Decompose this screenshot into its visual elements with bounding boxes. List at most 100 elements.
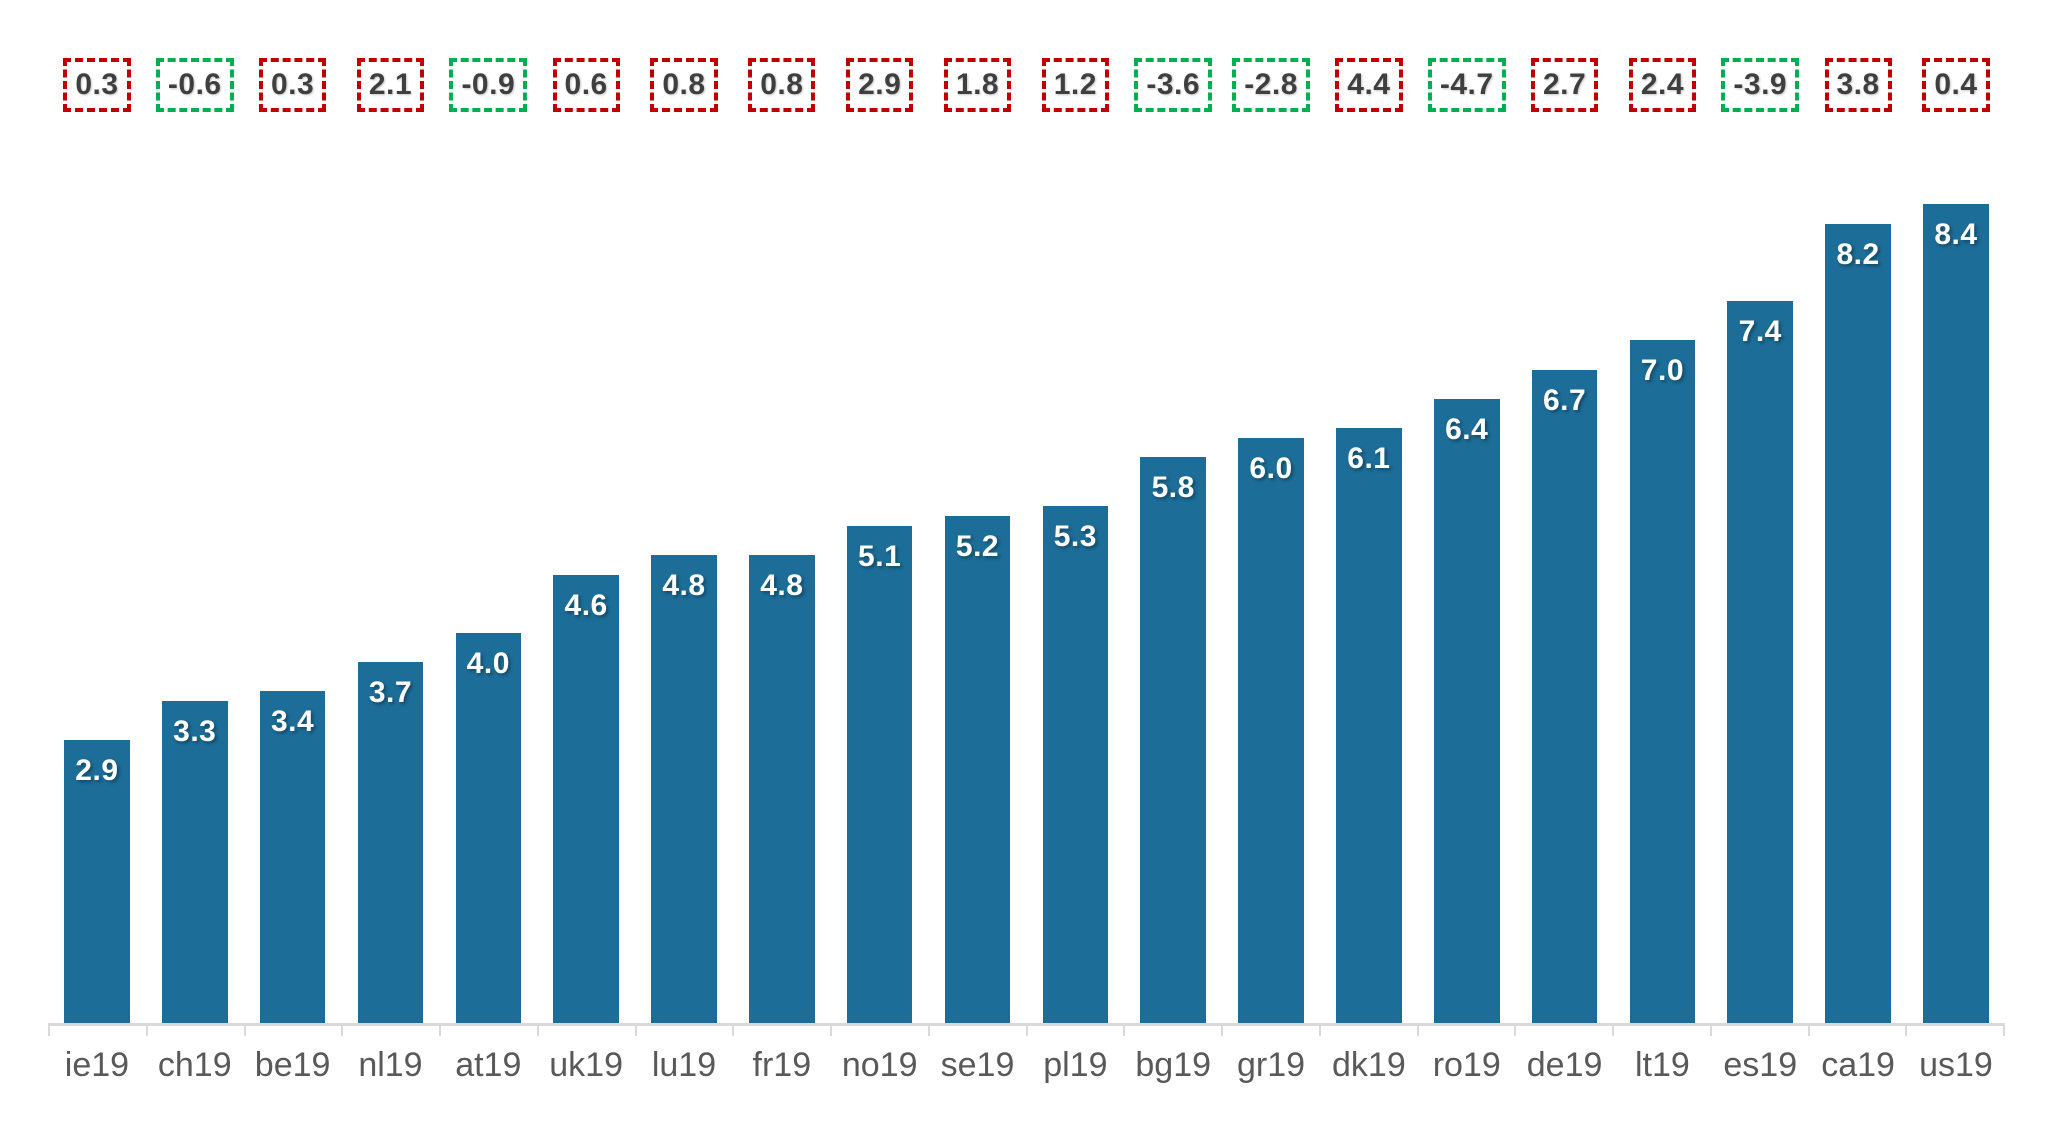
bar-value-label: 5.3	[1053, 520, 1097, 553]
category-label: ch19	[157, 1046, 232, 1084]
axis-tick	[1321, 1026, 1419, 1036]
category-cell: uk19	[537, 1046, 635, 1085]
bar-cell: 8.2	[1809, 224, 1907, 1023]
bar-value-label: 7.0	[1640, 354, 1685, 387]
bar-value-label: 6.0	[1249, 452, 1293, 485]
category-cell: pl19	[1026, 1046, 1124, 1085]
category-label: ro19	[1432, 1046, 1501, 1084]
category-cell: lt19	[1614, 1046, 1712, 1085]
delta-box: 0.6	[552, 58, 620, 112]
delta-cell: 3.8	[1809, 58, 1907, 112]
bar: 6.1	[1336, 428, 1402, 1023]
axis-tick	[246, 1026, 344, 1036]
bar-value-label: 7.4	[1738, 315, 1782, 348]
bar-cell: 6.0	[1222, 438, 1320, 1023]
category-label: uk19	[549, 1046, 623, 1084]
axis-tick	[343, 1026, 441, 1036]
delta-cell: -3.9	[1711, 58, 1809, 112]
axis-tick	[637, 1026, 735, 1036]
bar: 6.7	[1531, 370, 1598, 1023]
delta-box: 2.7	[1530, 58, 1599, 112]
delta-annotation-row: 0.3 -0.6 0.3 2.1 -0.9 0.6 0.8 0.8 2.9 1.8 1.2 -3.6-…	[48, 58, 2005, 112]
delta-cell: 2.1	[342, 58, 440, 112]
category-cell: lu19	[635, 1046, 733, 1085]
delta-box: -2.8	[1232, 58, 1310, 112]
category-label: ca19	[1821, 1046, 1895, 1084]
category-label: de19	[1526, 1046, 1603, 1084]
bar-cell: 4.6	[537, 575, 635, 1023]
bar: 8.2	[1825, 224, 1891, 1023]
category-cell: de19	[1516, 1046, 1614, 1085]
delta-cell: -2.8	[1222, 58, 1320, 112]
bar-cell: 8.4	[1907, 204, 2005, 1023]
category-label: se19	[940, 1046, 1015, 1084]
bar-value-label: 8.4	[1934, 218, 1978, 251]
delta-cell: 0.8	[635, 58, 733, 112]
category-label: ie19	[64, 1046, 130, 1084]
delta-box: -3.6	[1134, 58, 1213, 112]
bar-value-label: 6.1	[1347, 442, 1391, 475]
bar-cell: 6.4	[1418, 399, 1516, 1023]
bar: 5.2	[944, 516, 1011, 1023]
bar: 3.4	[259, 691, 326, 1023]
axis-tick	[734, 1026, 832, 1036]
bar: 5.1	[846, 526, 913, 1023]
delta-box: -0.9	[449, 58, 528, 112]
bar-cell: 6.1	[1320, 428, 1418, 1023]
axis-tick	[148, 1026, 246, 1036]
bar-cell: 3.3	[146, 701, 244, 1023]
delta-cell: 0.8	[733, 58, 831, 112]
delta-cell: 0.4	[1907, 58, 2005, 112]
bar: 3.3	[161, 701, 228, 1023]
axis-tick	[930, 1026, 1028, 1036]
category-label: lu19	[651, 1046, 717, 1084]
category-label: bg19	[1135, 1046, 1212, 1084]
axis-tick	[48, 1026, 148, 1036]
bar: 4.8	[749, 555, 815, 1023]
bar-value-label: 5.8	[1151, 471, 1195, 504]
bar-value-label: 3.7	[368, 676, 413, 709]
bar: 4.0	[455, 633, 522, 1023]
delta-box: 0.4	[1922, 58, 1990, 112]
delta-cell: -4.7	[1418, 58, 1516, 112]
axis-tick	[1614, 1026, 1712, 1036]
category-label: at19	[455, 1046, 522, 1084]
axis-tick	[539, 1026, 637, 1036]
delta-box: 1.2	[1041, 58, 1109, 112]
bar-cell: 2.9	[48, 740, 146, 1023]
bar-value-label: 4.8	[760, 569, 804, 602]
delta-cell: 1.8	[929, 58, 1027, 112]
category-cell: dk19	[1320, 1046, 1418, 1085]
axis-tick	[1516, 1026, 1614, 1036]
bar-value-label: 6.7	[1542, 384, 1587, 417]
category-cell: no19	[831, 1046, 929, 1085]
bar-cell: 3.7	[342, 662, 440, 1023]
bar-value-label: 3.4	[270, 705, 315, 738]
category-cell: fr19	[733, 1046, 831, 1085]
category-label: lt19	[1635, 1046, 1690, 1084]
delta-cell: -0.6	[146, 58, 244, 112]
delta-box: 1.8	[943, 58, 1012, 112]
category-label: pl19	[1043, 1046, 1108, 1084]
category-cell: se19	[929, 1046, 1027, 1085]
category-cell: ch19	[146, 1046, 244, 1085]
delta-box: 3.8	[1824, 58, 1892, 112]
bar: 7.0	[1629, 340, 1696, 1023]
category-label: nl19	[358, 1046, 423, 1084]
bar-cell: 4.8	[635, 555, 733, 1023]
category-label: us19	[1919, 1046, 1993, 1084]
axis-tick	[1028, 1026, 1126, 1036]
bar-cell: 5.8	[1124, 457, 1222, 1023]
bar: 3.7	[357, 662, 424, 1023]
bar-value-label: 4.0	[466, 647, 510, 680]
bar: 4.8	[651, 555, 717, 1023]
axis-tick	[441, 1026, 539, 1036]
bar: 6.4	[1433, 399, 1500, 1023]
category-label: be19	[254, 1046, 331, 1084]
bar: 5.3	[1042, 506, 1109, 1023]
axis-tick	[1810, 1026, 1908, 1036]
bar-value-label: 4.6	[564, 589, 608, 622]
category-cell: es19	[1711, 1046, 1809, 1085]
delta-cell: 2.7	[1516, 58, 1614, 112]
bar-cell: 6.7	[1516, 370, 1614, 1023]
